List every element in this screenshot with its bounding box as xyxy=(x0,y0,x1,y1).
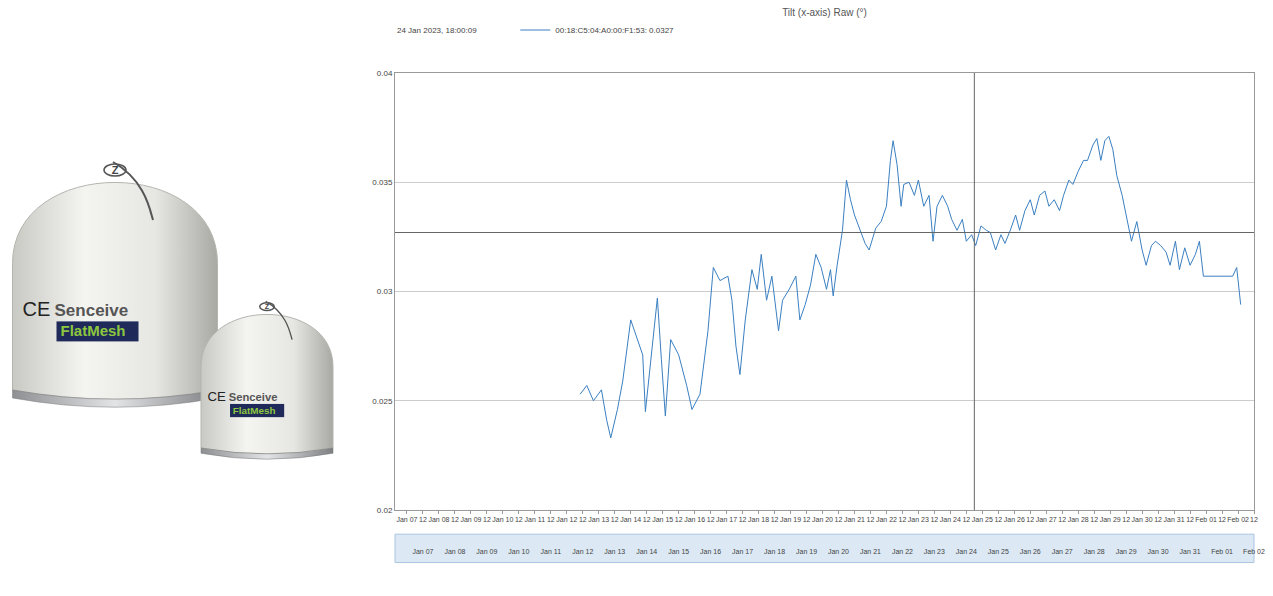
svg-text:12: 12 xyxy=(579,516,587,523)
svg-text:Jan 30: Jan 30 xyxy=(1148,548,1169,555)
svg-text:12: 12 xyxy=(930,516,938,523)
svg-text:0.025: 0.025 xyxy=(372,397,393,406)
svg-text:Jan 10: Jan 10 xyxy=(492,516,513,523)
svg-text:12: 12 xyxy=(1154,516,1162,523)
svg-text:Jan 19: Jan 19 xyxy=(780,516,801,523)
svg-text:Jan 25: Jan 25 xyxy=(988,548,1009,555)
svg-text:Jan 17: Jan 17 xyxy=(716,516,737,523)
svg-text:CE: CE xyxy=(23,298,51,320)
svg-text:12: 12 xyxy=(547,516,555,523)
svg-text:12: 12 xyxy=(1026,516,1034,523)
svg-text:Jan 22: Jan 22 xyxy=(876,516,897,523)
svg-text:12: 12 xyxy=(803,516,811,523)
svg-text:Jan 15: Jan 15 xyxy=(668,548,689,555)
svg-text:12: 12 xyxy=(515,516,523,523)
svg-text:0.04: 0.04 xyxy=(377,69,393,78)
svg-text:Jan 19: Jan 19 xyxy=(796,548,817,555)
svg-text:12: 12 xyxy=(994,516,1002,523)
svg-text:12: 12 xyxy=(1122,516,1130,523)
svg-text:Jan 16: Jan 16 xyxy=(700,548,721,555)
svg-text:12: 12 xyxy=(835,516,843,523)
svg-text:Jan 13: Jan 13 xyxy=(604,548,625,555)
svg-text:Jan 24: Jan 24 xyxy=(940,516,961,523)
svg-text:Feb 02: Feb 02 xyxy=(1227,516,1249,523)
svg-text:12: 12 xyxy=(419,516,427,523)
svg-text:Jan 13: Jan 13 xyxy=(588,516,609,523)
svg-text:12: 12 xyxy=(1186,516,1194,523)
svg-text:12: 12 xyxy=(1090,516,1098,523)
svg-text:Jan 26: Jan 26 xyxy=(1020,548,1041,555)
svg-text:CE: CE xyxy=(208,389,227,404)
svg-text:Jan 08: Jan 08 xyxy=(444,548,465,555)
svg-text:Jan 07: Jan 07 xyxy=(412,548,433,555)
svg-text:Jan 07: Jan 07 xyxy=(396,516,417,523)
svg-text:Jan 21: Jan 21 xyxy=(860,548,881,555)
svg-text:Jan 26: Jan 26 xyxy=(1004,516,1025,523)
svg-text:Jan 27: Jan 27 xyxy=(1036,516,1057,523)
svg-text:Jan 08: Jan 08 xyxy=(428,516,449,523)
svg-text:Jan 23: Jan 23 xyxy=(908,516,929,523)
svg-text:Jan 29: Jan 29 xyxy=(1116,548,1137,555)
svg-text:Feb 01: Feb 01 xyxy=(1195,516,1217,523)
svg-text:Jan 18: Jan 18 xyxy=(748,516,769,523)
svg-text:Jan 14: Jan 14 xyxy=(636,548,657,555)
svg-text:Jan 21: Jan 21 xyxy=(844,516,865,523)
svg-text:Jan 15: Jan 15 xyxy=(652,516,673,523)
svg-text:12: 12 xyxy=(707,516,715,523)
svg-text:Feb 01: Feb 01 xyxy=(1211,548,1233,555)
svg-text:12: 12 xyxy=(867,516,875,523)
svg-text:Senceive: Senceive xyxy=(55,301,129,320)
svg-text:12: 12 xyxy=(1058,516,1066,523)
svg-text:12: 12 xyxy=(611,516,619,523)
svg-text:Jan 23: Jan 23 xyxy=(924,548,945,555)
svg-text:Jan 20: Jan 20 xyxy=(812,516,833,523)
svg-text:Jan 11: Jan 11 xyxy=(541,548,562,555)
svg-text:0.035: 0.035 xyxy=(372,178,393,187)
svg-text:Jan 14: Jan 14 xyxy=(620,516,641,523)
svg-text:0.03: 0.03 xyxy=(377,287,393,296)
svg-text:Jan 28: Jan 28 xyxy=(1084,548,1105,555)
svg-text:12: 12 xyxy=(899,516,907,523)
svg-text:12: 12 xyxy=(739,516,747,523)
svg-text:12: 12 xyxy=(771,516,779,523)
svg-text:Jan 11: Jan 11 xyxy=(525,516,546,523)
svg-text:FlatMesh: FlatMesh xyxy=(61,322,126,339)
svg-text:Senceive: Senceive xyxy=(229,391,278,403)
svg-text:Jan 30: Jan 30 xyxy=(1132,516,1153,523)
svg-text:Jan 31: Jan 31 xyxy=(1180,548,1201,555)
svg-text:Jan 27: Jan 27 xyxy=(1052,548,1073,555)
svg-text:12: 12 xyxy=(1250,516,1258,523)
svg-text:Tilt (x-axis) Raw (°): Tilt (x-axis) Raw (°) xyxy=(782,7,867,18)
svg-text:12: 12 xyxy=(1218,516,1226,523)
svg-text:Jan 09: Jan 09 xyxy=(460,516,481,523)
svg-text:12: 12 xyxy=(451,516,459,523)
svg-text:Feb 02: Feb 02 xyxy=(1243,548,1265,555)
svg-text:12: 12 xyxy=(962,516,970,523)
svg-text:Jan 28: Jan 28 xyxy=(1068,516,1089,523)
svg-text:12: 12 xyxy=(675,516,683,523)
svg-text:Jan 25: Jan 25 xyxy=(972,516,993,523)
svg-text:Jan 17: Jan 17 xyxy=(732,548,753,555)
svg-text:Jan 09: Jan 09 xyxy=(476,548,497,555)
svg-text:Jan 16: Jan 16 xyxy=(684,516,705,523)
svg-text:00:18:C5:04:A0:00:F1:53: 0.032: 00:18:C5:04:A0:00:F1:53: 0.0327 xyxy=(555,26,674,35)
svg-text:Jan 20: Jan 20 xyxy=(828,548,849,555)
svg-text:Jan 12: Jan 12 xyxy=(572,548,593,555)
svg-text:Jan 12: Jan 12 xyxy=(556,516,577,523)
svg-text:FlatMesh: FlatMesh xyxy=(233,405,276,416)
svg-text:Jan 24: Jan 24 xyxy=(956,548,977,555)
svg-text:Jan 22: Jan 22 xyxy=(892,548,913,555)
svg-text:0.02: 0.02 xyxy=(377,506,393,515)
svg-text:Z: Z xyxy=(111,164,119,176)
svg-text:24 Jan 2023, 18:00:09: 24 Jan 2023, 18:00:09 xyxy=(397,26,477,35)
svg-text:Jan 18: Jan 18 xyxy=(764,548,785,555)
svg-text:12: 12 xyxy=(643,516,651,523)
svg-text:Jan 29: Jan 29 xyxy=(1100,516,1121,523)
svg-text:Jan 31: Jan 31 xyxy=(1164,516,1185,523)
svg-text:Jan 10: Jan 10 xyxy=(508,548,529,555)
svg-text:12: 12 xyxy=(483,516,491,523)
svg-text:Z: Z xyxy=(264,302,270,312)
